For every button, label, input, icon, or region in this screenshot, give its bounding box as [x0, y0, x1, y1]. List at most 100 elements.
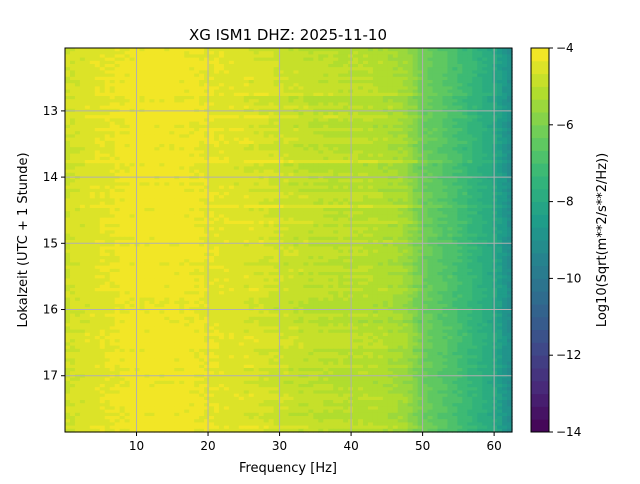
heatmap-cell — [238, 102, 245, 107]
heatmap-cell — [268, 179, 275, 183]
heatmap-cell — [358, 128, 364, 132]
heatmap-cell — [114, 156, 121, 161]
heatmap-cell — [238, 211, 245, 215]
heatmap-cell — [353, 147, 359, 151]
heatmap-cell — [218, 64, 225, 68]
heatmap-cell — [258, 140, 265, 145]
heatmap-cell — [124, 179, 131, 183]
heatmap-cell — [308, 153, 314, 158]
heatmap-cell — [363, 198, 369, 203]
heatmap-cell — [204, 124, 210, 129]
heatmap-cell — [492, 76, 498, 81]
heatmap-cell — [487, 163, 493, 167]
heatmap-cell — [427, 48, 434, 52]
heatmap-cell — [507, 60, 513, 65]
heatmap-cell — [79, 224, 86, 228]
heatmap-cell — [218, 57, 225, 62]
heatmap-cell — [492, 204, 498, 209]
heatmap-cell — [353, 51, 359, 55]
heatmap-cell — [273, 166, 280, 171]
heatmap-cell — [333, 96, 339, 100]
heatmap-cell — [447, 83, 453, 87]
heatmap-cell — [323, 220, 329, 225]
heatmap-cell — [293, 188, 300, 193]
heatmap-cell — [65, 150, 71, 155]
heatmap-cell — [233, 128, 240, 132]
heatmap-cell — [487, 172, 493, 177]
heatmap-cell — [477, 67, 483, 71]
heatmap-cell — [233, 134, 240, 139]
heatmap-cell — [343, 128, 349, 132]
heatmap-cell — [248, 115, 255, 119]
heatmap-cell — [507, 214, 513, 219]
heatmap-cell — [497, 70, 503, 75]
heatmap-cell — [353, 204, 359, 209]
heatmap-cell — [164, 224, 170, 228]
heatmap-cell — [437, 76, 444, 81]
heatmap-cell — [79, 163, 86, 167]
heatmap-cell — [74, 147, 81, 151]
heatmap-cell — [313, 163, 319, 167]
heatmap-cell — [328, 150, 334, 155]
heatmap-cell — [422, 99, 429, 103]
heatmap-cell — [129, 54, 136, 59]
heatmap-cell — [214, 70, 220, 75]
heatmap-cell — [318, 67, 324, 71]
heatmap-cell — [353, 179, 359, 183]
heatmap-cell — [452, 76, 458, 81]
heatmap-cell — [65, 92, 71, 97]
heatmap-cell — [422, 220, 429, 225]
heatmap-cell — [437, 172, 444, 177]
heatmap-cell — [278, 220, 285, 225]
heatmap-cell — [238, 204, 245, 209]
heatmap-cell — [372, 73, 379, 78]
heatmap-cell — [298, 140, 304, 145]
heatmap-cell — [189, 217, 195, 222]
heatmap-cell — [492, 102, 498, 107]
heatmap-cell — [69, 144, 76, 148]
heatmap-cell — [74, 54, 81, 59]
heatmap-cell — [149, 92, 155, 97]
heatmap-cell — [353, 76, 359, 81]
heatmap-cell — [139, 60, 146, 65]
heatmap-cell — [427, 112, 434, 116]
heatmap-cell — [467, 134, 473, 139]
heatmap-cell — [303, 99, 309, 103]
heatmap-cell — [303, 150, 309, 155]
heatmap-cell — [268, 169, 275, 174]
heatmap-cell — [402, 57, 409, 62]
heatmap-cell — [189, 204, 195, 209]
heatmap-cell — [84, 185, 91, 190]
heatmap-cell — [169, 60, 175, 65]
heatmap-cell — [109, 121, 116, 126]
heatmap-cell — [502, 96, 508, 100]
heatmap-cell — [387, 67, 394, 71]
heatmap-cell — [89, 124, 96, 129]
heatmap-cell — [333, 144, 339, 148]
heatmap-cell — [99, 115, 106, 119]
heatmap-cell — [308, 124, 314, 129]
heatmap-cell — [104, 140, 111, 145]
heatmap-cell — [228, 73, 235, 78]
heatmap-cell — [104, 115, 111, 119]
heatmap-cell — [139, 134, 146, 139]
heatmap-cell — [358, 86, 364, 91]
heatmap-cell — [248, 80, 255, 84]
heatmap-cell — [507, 198, 513, 203]
heatmap-cell — [179, 99, 185, 103]
heatmap-cell — [119, 176, 126, 180]
heatmap-cell — [293, 64, 300, 68]
heatmap-cell — [179, 201, 185, 206]
heatmap-cell — [358, 156, 364, 161]
heatmap-cell — [447, 128, 453, 132]
heatmap-cell — [119, 185, 126, 190]
heatmap-cell — [184, 156, 190, 161]
heatmap-cell — [353, 134, 359, 139]
heatmap-cell — [422, 128, 429, 132]
heatmap-cell — [492, 57, 498, 62]
heatmap-cell — [422, 198, 429, 203]
heatmap-cell — [194, 156, 200, 161]
heatmap-cell — [114, 83, 121, 87]
heatmap-cell — [462, 188, 468, 193]
heatmap-cell — [159, 73, 165, 78]
